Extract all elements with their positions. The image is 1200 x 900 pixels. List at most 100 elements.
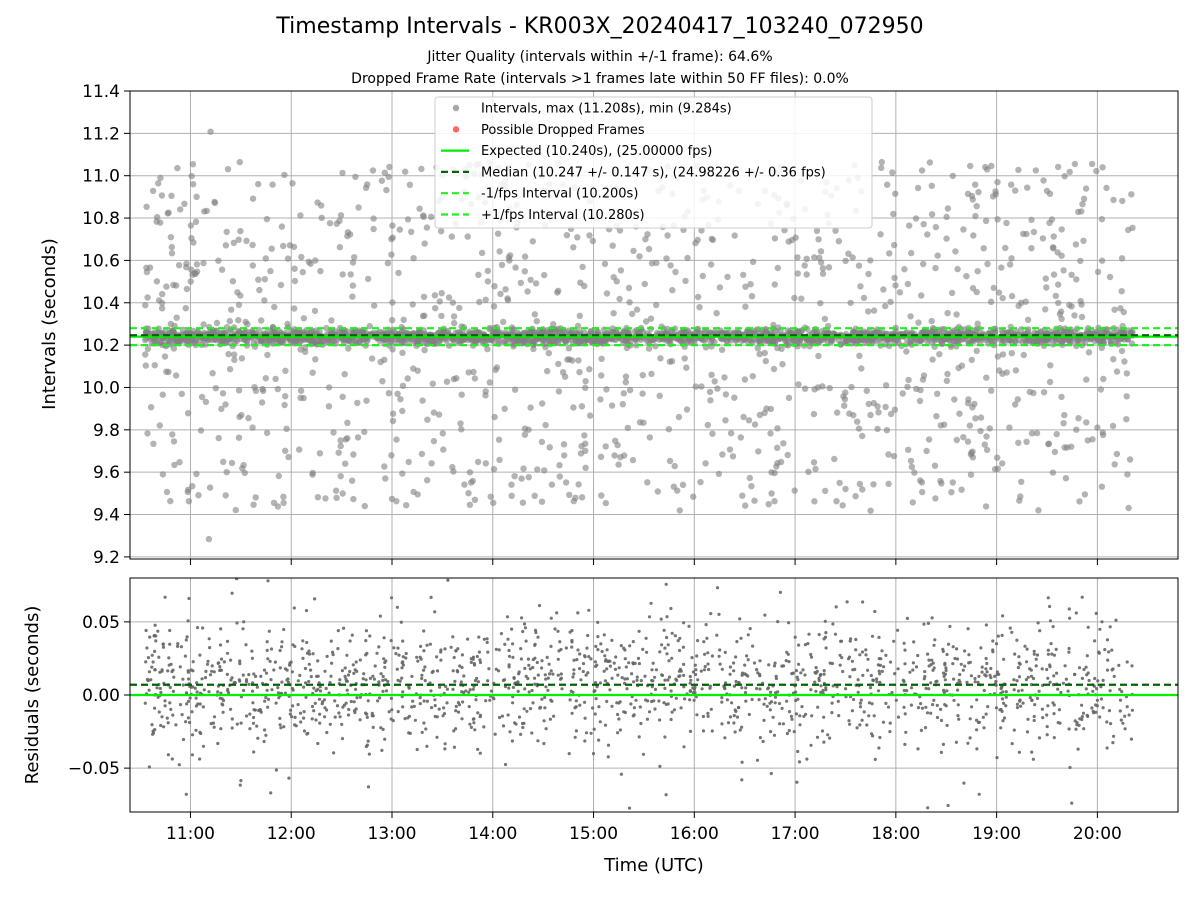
residual-point xyxy=(144,628,148,633)
residual-point xyxy=(583,716,587,720)
residual-point xyxy=(1048,604,1052,609)
interval-point xyxy=(928,211,936,218)
residual-point xyxy=(1010,630,1014,634)
interval-point xyxy=(332,487,340,494)
residual-point xyxy=(903,648,907,652)
residual-point xyxy=(603,723,608,727)
residual-point xyxy=(222,660,226,664)
interval-point xyxy=(187,222,195,229)
interval-point xyxy=(228,459,236,467)
interval-point xyxy=(855,425,863,432)
residual-point xyxy=(235,722,239,726)
interval-point xyxy=(378,177,386,184)
residual-point xyxy=(1015,638,1019,642)
interval-point xyxy=(404,375,411,382)
residual-point xyxy=(507,686,511,690)
interval-point xyxy=(263,429,271,437)
residual-point xyxy=(776,690,780,694)
interval-point xyxy=(566,491,573,499)
residual-point xyxy=(558,677,563,681)
interval-point xyxy=(490,499,497,506)
residual-point xyxy=(871,678,876,683)
residual-point xyxy=(674,696,678,700)
interval-point xyxy=(890,210,897,218)
interval-point xyxy=(890,452,898,460)
residual-point xyxy=(994,683,998,687)
interval-point xyxy=(1040,177,1047,184)
residual-point xyxy=(878,680,882,685)
residual-point xyxy=(364,678,368,682)
residual-point xyxy=(227,691,231,695)
interval-point xyxy=(984,260,991,268)
interval-point xyxy=(1035,507,1042,514)
residual-point xyxy=(658,718,662,722)
residual-point xyxy=(286,680,291,685)
residual-point xyxy=(957,717,961,721)
interval-point xyxy=(504,295,511,302)
residual-point xyxy=(379,672,383,676)
residual-point xyxy=(939,718,944,723)
residual-point xyxy=(703,652,707,656)
residual-point xyxy=(1107,650,1111,654)
residual-point xyxy=(619,644,623,648)
residual-point xyxy=(854,637,858,642)
residual-point xyxy=(660,643,664,647)
residual-point xyxy=(597,738,601,742)
residual-point xyxy=(332,751,336,755)
residual-point xyxy=(348,639,352,643)
interval-point xyxy=(925,436,933,443)
residual-point xyxy=(865,723,869,727)
residual-point xyxy=(407,731,411,735)
interval-point xyxy=(159,391,166,398)
interval-point xyxy=(835,238,843,245)
residual-point xyxy=(839,639,844,643)
residual-point xyxy=(389,717,393,721)
residual-point xyxy=(456,701,460,705)
interval-point xyxy=(682,277,689,285)
interval-point xyxy=(1066,301,1073,309)
residual-point xyxy=(968,660,972,664)
residual-point xyxy=(508,730,512,734)
residual-point xyxy=(520,616,524,620)
interval-point xyxy=(300,394,307,402)
residual-point xyxy=(145,646,149,650)
residual-point xyxy=(1125,660,1129,664)
residual-point xyxy=(809,743,813,747)
residual-point xyxy=(916,706,921,710)
residual-point xyxy=(519,647,523,651)
interval-point xyxy=(1024,316,1032,323)
residual-point xyxy=(340,737,345,741)
residual-point xyxy=(259,710,263,714)
residual-point xyxy=(669,717,673,722)
residual-point xyxy=(492,697,496,701)
interval-point xyxy=(1094,424,1101,431)
interval-point xyxy=(973,288,980,296)
interval-point xyxy=(556,462,563,469)
residual-point xyxy=(510,627,514,631)
residual-point xyxy=(176,644,180,649)
residual-point xyxy=(235,578,239,581)
interval-point xyxy=(399,470,406,477)
interval-point xyxy=(865,337,872,344)
residual-point xyxy=(366,699,370,703)
interval-point xyxy=(1030,228,1038,236)
interval-point xyxy=(877,231,884,238)
interval-point xyxy=(314,199,321,206)
interval-point xyxy=(368,355,376,362)
residual-point xyxy=(1056,721,1060,725)
residual-point xyxy=(367,752,371,756)
interval-point xyxy=(389,410,397,417)
residual-point xyxy=(186,669,190,673)
interval-point xyxy=(431,292,439,299)
residual-point xyxy=(1033,703,1037,707)
residual-point xyxy=(428,642,432,646)
residual-point xyxy=(613,667,618,672)
interval-point xyxy=(924,231,931,238)
residual-point xyxy=(787,710,792,714)
interval-point xyxy=(249,262,256,269)
interval-point xyxy=(170,438,178,445)
residual-point xyxy=(822,669,826,673)
residual-point xyxy=(484,699,488,703)
residual-point xyxy=(608,688,612,692)
interval-point xyxy=(309,369,316,376)
